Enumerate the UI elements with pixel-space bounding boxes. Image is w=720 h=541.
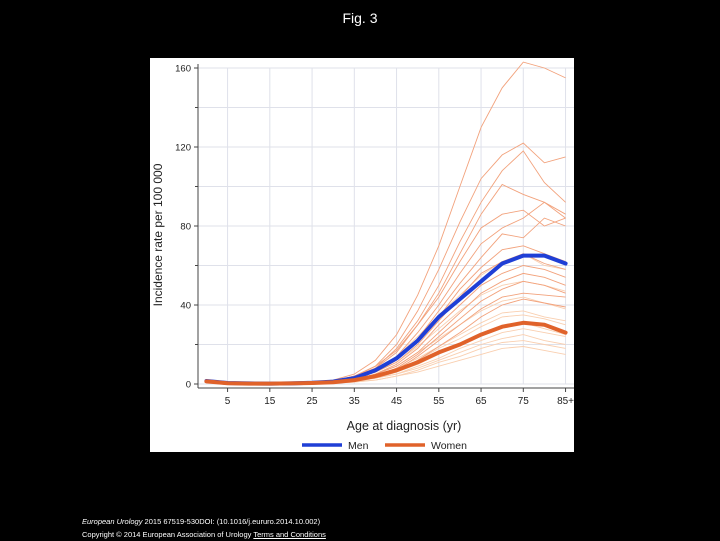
y-tick-label: 80	[180, 222, 191, 233]
y-tick-label: 160	[175, 64, 191, 75]
x-tick-label: 5	[225, 396, 231, 407]
journal-name: European Urology	[82, 517, 143, 526]
country-line-men	[206, 183, 566, 385]
legend: Men Women	[302, 440, 467, 452]
y-axis-label: Incidence rate per 100 000	[151, 163, 165, 306]
country-line-men	[206, 280, 566, 385]
country-line-men	[206, 201, 566, 385]
y-tick-label: 0	[186, 380, 191, 391]
y-tick-label: 40	[180, 301, 191, 312]
x-tick-label: 45	[391, 396, 403, 407]
x-tick-label: 55	[433, 396, 445, 407]
terms-link[interactable]: Terms and Conditions	[253, 530, 326, 539]
pooled-line-men	[204, 253, 568, 386]
legend-label-women: Women	[431, 440, 467, 452]
copyright-line: Copyright © 2014 European Association of…	[82, 528, 326, 541]
x-axis-label: Age at diagnosis (yr)	[347, 419, 462, 433]
x-tick-label: 35	[349, 396, 361, 407]
country-line-women	[206, 280, 566, 385]
figure-panel: 0 40 80 120 160 5 15 25 35 45 55 65 75 85+ Incidence …	[150, 58, 574, 452]
x-tick-label: 75	[518, 396, 530, 407]
citation-text: 2015 67519-530DOI: (10.1016/j.eururo.201…	[142, 517, 321, 526]
grid-layer	[198, 67, 574, 385]
country-line-men	[206, 209, 566, 385]
slide-title: Fig. 3	[342, 10, 378, 26]
x-tick-label: 65	[475, 396, 487, 407]
x-tick-label: 15	[264, 396, 276, 407]
footer: European Urology 2015 67519-530DOI: (10.…	[82, 515, 326, 541]
axis-layer: 0 40 80 120 160 5 15 25 35 45 55 65 75 85+	[175, 64, 574, 407]
copyright-text: Copyright © 2014 European Association of…	[82, 530, 252, 539]
country-line-women	[206, 296, 566, 385]
country-line-men	[206, 150, 566, 385]
pooled-lines-layer	[204, 253, 568, 386]
legend-label-men: Men	[348, 440, 369, 452]
y-tick-label: 120	[175, 143, 191, 154]
country-lines-layer	[206, 61, 566, 385]
country-line-men	[206, 61, 566, 385]
x-tick-label: 25	[307, 396, 319, 407]
citation-line: European Urology 2015 67519-530DOI: (10.…	[82, 515, 326, 528]
pooled-line-women	[204, 320, 568, 386]
incidence-chart: 0 40 80 120 160 5 15 25 35 45 55 65 75 85+ Incidence …	[151, 61, 574, 452]
x-tick-label: 85+	[557, 396, 574, 407]
